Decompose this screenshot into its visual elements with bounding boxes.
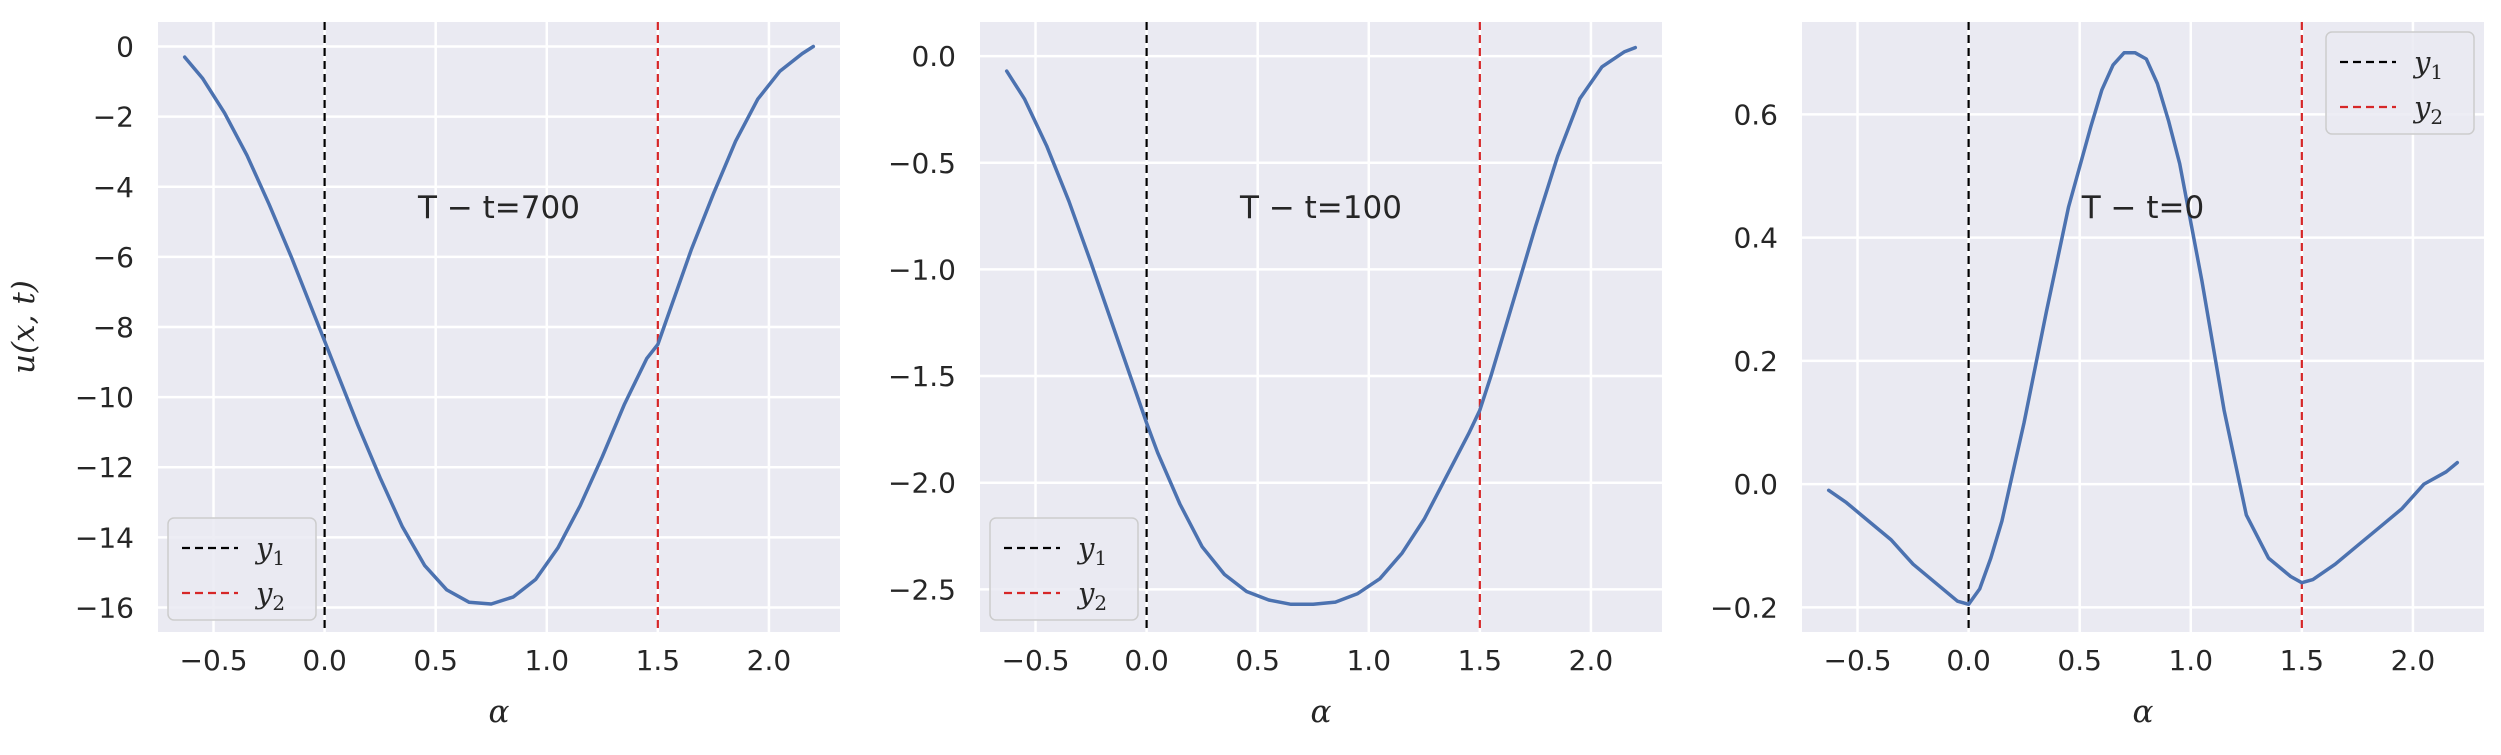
y-axis-label: u(x, t) [6, 280, 42, 374]
y-tick-label: −4 [93, 171, 134, 204]
x-tick-label: −0.5 [1002, 644, 1070, 677]
x-tick-label: 0.0 [1124, 644, 1169, 677]
y-tick-label: −2.5 [888, 573, 956, 606]
annotation-text: T − t=700 [417, 190, 580, 226]
y-tick-label: 0.0 [1733, 468, 1778, 501]
x-tick-label: 1.0 [1346, 644, 1391, 677]
chart-panel-2: −0.5 0.0 0.5 1.0 1.5 2.0 0.0 −0.5 −1.0 −1.5 −2.0 −2… [888, 22, 1662, 730]
x-tick-label: 1.5 [2280, 644, 2325, 677]
series-line [1826, 51, 2460, 607]
y-tick-label: −16 [75, 591, 134, 624]
x-tick-label: 1.5 [1458, 644, 1503, 677]
x-tick-label: 1.5 [636, 644, 681, 677]
x-tick-label: 2.0 [2391, 644, 2436, 677]
x-axis-label: α [1311, 694, 1332, 730]
y-tick-label: −2.0 [888, 467, 956, 500]
x-tick-label: 1.0 [2168, 644, 2213, 677]
y-tick-label: −1.5 [888, 360, 956, 393]
legend-frame [989, 517, 1139, 621]
y-tick-label: 0.0 [911, 40, 956, 73]
y-tick-label: 0.6 [1733, 98, 1778, 131]
series-line [1004, 45, 1638, 607]
x-tick-label: 0.5 [413, 644, 458, 677]
x-axis-label: α [2133, 694, 2154, 730]
chart-panel-1: −0.5 0.0 0.5 1.0 1.5 2.0 0 −2 −4 −6 −8 −10 −12 −14 −16… [6, 22, 840, 730]
annotation-text: T − t=100 [1239, 190, 1402, 226]
chart-panel-3: −0.5 0.0 0.5 1.0 1.5 2.0 0.6 0.4 0.2 0.0 −0.2 α T − … [1710, 22, 2484, 730]
annotation-text: T − t=0 [2081, 190, 2204, 226]
x-tick-label: 1.0 [524, 644, 569, 677]
series-line [182, 44, 816, 606]
y-tick-label: −2 [93, 101, 134, 134]
x-axis-label: α [489, 694, 510, 730]
y-tick-label: −14 [75, 521, 134, 554]
x-tick-label: 0.5 [1235, 644, 1280, 677]
y-tick-label: 0.2 [1733, 345, 1778, 378]
y-tick-label: −0.2 [1710, 591, 1778, 624]
y-tick-label: −0.5 [888, 147, 956, 180]
x-tick-label: 2.0 [1569, 644, 1614, 677]
legend-frame [167, 517, 317, 621]
y-tick-label: −12 [75, 451, 134, 484]
y-tick-label: 0.4 [1733, 222, 1778, 255]
y-tick-label: −8 [93, 311, 134, 344]
x-tick-label: 0.0 [302, 644, 347, 677]
y-tick-label: −1.0 [888, 253, 956, 286]
x-tick-label: 0.0 [1946, 644, 1991, 677]
x-tick-label: 2.0 [747, 644, 792, 677]
y-tick-label: 0 [116, 31, 134, 64]
x-tick-label: −0.5 [1824, 644, 1892, 677]
x-tick-label: −0.5 [180, 644, 248, 677]
legend-frame [2325, 31, 2475, 135]
y-tick-label: −10 [75, 381, 134, 414]
x-tick-label: 0.5 [2057, 644, 2102, 677]
y-tick-label: −6 [93, 241, 134, 274]
